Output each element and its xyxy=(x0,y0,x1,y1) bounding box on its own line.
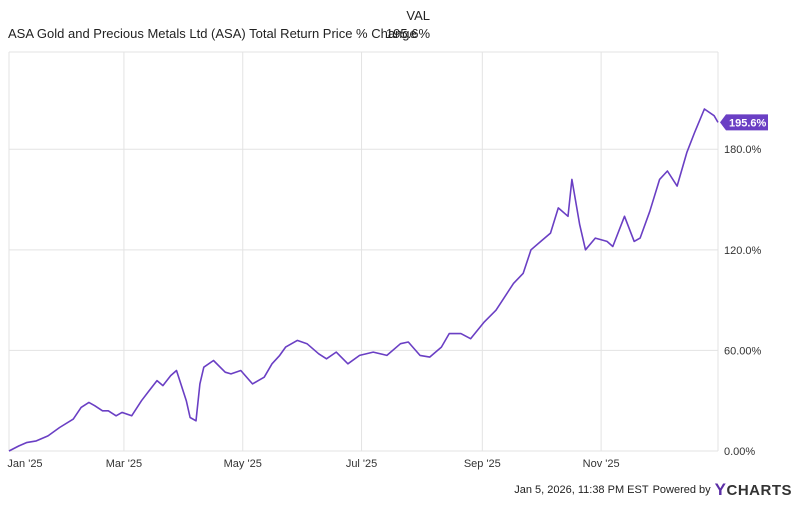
footer: Jan 5, 2026, 11:38 PM EST Powered by Y C… xyxy=(514,480,792,500)
x-tick-label: Nov '25 xyxy=(583,458,620,470)
ycharts-logo-text: CHARTS xyxy=(726,481,792,499)
y-tick-label: 60.00% xyxy=(724,345,762,357)
timestamp: Jan 5, 2026, 11:38 PM EST xyxy=(514,484,649,496)
last-value-badge: 195.6% xyxy=(720,114,768,131)
x-tick-label: Jan '25 xyxy=(7,458,42,470)
x-tick-label: May '25 xyxy=(224,458,262,470)
x-tick-label: Jul '25 xyxy=(346,458,377,470)
x-tick-label: Sep '25 xyxy=(464,458,501,470)
y-axis-ticks: 0.00% 60.00% 120.0% 180.0% xyxy=(724,144,762,458)
ycharts-logo[interactable]: Y CHARTS xyxy=(715,480,792,500)
y-tick-label: 180.0% xyxy=(724,144,762,156)
y-tick-label: 0.00% xyxy=(724,446,755,458)
legend-series-label[interactable]: ASA Gold and Precious Metals Ltd (ASA) T… xyxy=(8,26,417,41)
grid-lines xyxy=(8,51,719,452)
ycharts-logo-mark: Y xyxy=(714,480,727,499)
legend-series-value: 195.6% xyxy=(385,26,430,41)
series-line[interactable] xyxy=(8,108,719,452)
powered-by-text: Powered by xyxy=(652,484,711,496)
x-tick-label: Mar '25 xyxy=(106,458,142,470)
legend-header: VAL xyxy=(406,8,430,23)
last-value-label: 195.6% xyxy=(729,117,767,129)
last-value-badge-shape xyxy=(720,114,768,131)
x-axis-ticks: Jan '25 Mar '25 May '25 Jul '25 Sep '25 Nov '… xyxy=(7,458,619,470)
y-tick-label: 120.0% xyxy=(724,245,762,257)
